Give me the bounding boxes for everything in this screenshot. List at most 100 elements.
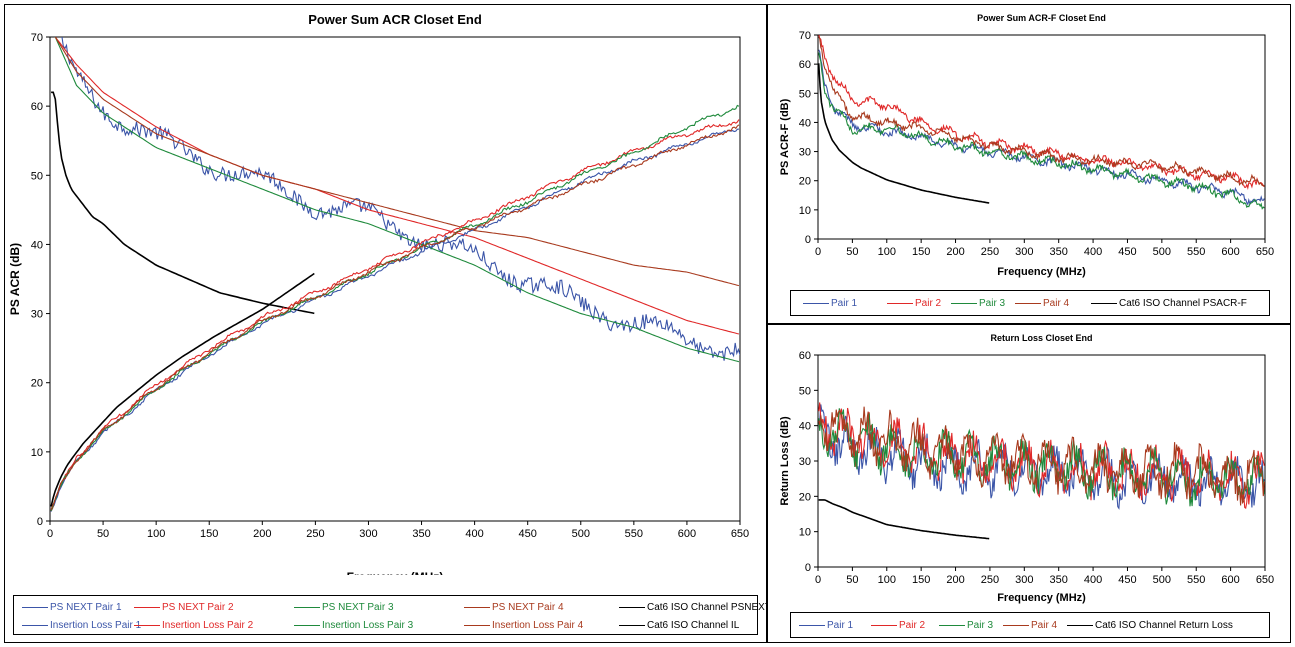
y-tick-label: 30: [799, 456, 811, 468]
x-tick-label: 500: [572, 528, 590, 540]
plot-area: [818, 35, 1265, 239]
legend-item-cat6-iso-channel-psnext: Cat6 ISO Channel PSNEXT: [619, 600, 771, 614]
x-tick-label: 100: [147, 528, 165, 540]
y-tick-label: 0: [805, 562, 811, 574]
legend-item-insertion-loss-pair-3: Insertion Loss Pair 3: [294, 618, 413, 632]
y-tick-label: 0: [37, 516, 43, 528]
x-tick-label: 150: [200, 528, 218, 540]
x-tick-label: 50: [97, 528, 109, 540]
legend-item-pair-4: Pair 4: [1015, 296, 1069, 310]
plot-area: [50, 37, 740, 521]
legend-item-insertion-loss-pair-1: Insertion Loss Pair 1: [22, 618, 141, 632]
x-tick-label: 150: [912, 574, 930, 586]
ps-acr-f-chart-panel: Power Sum ACR-F Closet End 0 50 100 150 200 25…: [767, 4, 1291, 324]
x-tick-label: 650: [1256, 574, 1274, 586]
ps-acr-chart-panel: Power Sum ACR Closet End 0 50 100 150 200 250 3…: [4, 4, 767, 643]
y-tick-label: 30: [799, 147, 811, 159]
legend-label: Pair 1: [827, 620, 853, 631]
y-tick-label: 10: [799, 205, 811, 217]
x-tick-label: 550: [1187, 246, 1205, 258]
series-pair-1: [819, 50, 1265, 205]
legend-swatch: [22, 607, 48, 608]
y-tick-label: 50: [799, 385, 811, 397]
series-cat6-iso-channel-psnext: [51, 92, 314, 313]
legend-item-pair-2: Pair 2: [887, 296, 941, 310]
legend-item-pair-3: Pair 3: [939, 618, 993, 632]
legend-swatch: [1067, 625, 1093, 626]
legend-label: PS NEXT Pair 3: [322, 602, 394, 613]
x-tick-label: 0: [47, 528, 53, 540]
legend-swatch: [1003, 625, 1029, 626]
y-tick-label: 60: [799, 350, 811, 362]
ps-acr-legend: PS NEXT Pair 1 PS NEXT Pair 2 PS NEXT Pair…: [13, 595, 758, 635]
return-loss-legend: Pair 1 Pair 2 Pair 3 Pair 4 Cat6 ISO Channel…: [790, 612, 1270, 638]
x-tick-label: 650: [731, 528, 749, 540]
legend-label: Cat6 ISO Channel PSACR-F: [1119, 298, 1247, 309]
x-tick-label: 50: [846, 574, 858, 586]
series-cat6-iso-channel-il: [51, 274, 314, 507]
x-tick-label: 350: [1050, 574, 1068, 586]
x-tick-label: 400: [1084, 246, 1102, 258]
series-cat6-iso-channel-return-loss: [819, 500, 990, 539]
legend-item-ps-next-pair-2: PS NEXT Pair 2: [134, 600, 234, 614]
x-tick-label: 250: [981, 246, 999, 258]
x-tick-label: 400: [465, 528, 483, 540]
legend-item-ps-next-pair-4: PS NEXT Pair 4: [464, 600, 564, 614]
legend-swatch: [294, 607, 320, 608]
y-tick-label: 20: [799, 176, 811, 188]
y-tick-label: 50: [799, 88, 811, 100]
legend-label: Insertion Loss Pair 2: [162, 620, 253, 631]
x-tick-label: 250: [981, 574, 999, 586]
legend-swatch: [939, 625, 965, 626]
legend-label: Pair 4: [1031, 620, 1057, 631]
legend-label: Cat6 ISO Channel Return Loss: [1095, 620, 1233, 631]
legend-swatch: [803, 303, 829, 304]
legend-item-cat6-iso-channel-il: Cat6 ISO Channel IL: [619, 618, 739, 632]
x-tick-label: 600: [1221, 246, 1239, 258]
legend-swatch: [619, 607, 645, 608]
x-tick-label: 50: [846, 246, 858, 258]
legend-swatch: [951, 303, 977, 304]
x-tick-label: 100: [878, 574, 896, 586]
legend-item-insertion-loss-pair-4: Insertion Loss Pair 4: [464, 618, 583, 632]
x-axis-label: Frequency (MHz): [997, 592, 1086, 604]
legend-swatch: [799, 625, 825, 626]
y-tick-label: 70: [31, 32, 43, 44]
chart-title: Return Loss Closet End: [990, 333, 1092, 343]
y-tick-label: 40: [799, 117, 811, 129]
series-insertion-loss-pair-4: [51, 125, 739, 510]
y-tick-label: 50: [31, 170, 43, 182]
legend-label: Cat6 ISO Channel IL: [647, 620, 739, 631]
legend-item-cat6-iso-channel-psacr-f: Cat6 ISO Channel PSACR-F: [1091, 296, 1247, 310]
series-ps-next-pair-1: [55, 25, 740, 361]
y-tick-label: 0: [805, 234, 811, 246]
x-tick-label: 300: [1015, 574, 1033, 586]
legend-swatch: [134, 625, 160, 626]
legend-item-insertion-loss-pair-2: Insertion Loss Pair 2: [134, 618, 253, 632]
x-tick-label: 200: [946, 246, 964, 258]
x-tick-label: 0: [815, 574, 821, 586]
x-tick-label: 150: [912, 246, 930, 258]
x-tick-label: 300: [1015, 246, 1033, 258]
x-tick-label: 200: [946, 574, 964, 586]
y-axis-label: PS ACR-F (dB): [779, 98, 791, 175]
legend-label: Pair 2: [899, 620, 925, 631]
series-ps-next-pair-3: [55, 37, 739, 362]
y-tick-label: 40: [31, 239, 43, 251]
chart-title: Power Sum ACR Closet End: [308, 12, 482, 27]
chart-title: Power Sum ACR-F Closet End: [977, 13, 1106, 23]
x-tick-label: 450: [519, 528, 537, 540]
legend-label: Insertion Loss Pair 1: [50, 620, 141, 631]
legend-label: Pair 3: [967, 620, 993, 631]
x-tick-label: 450: [1118, 246, 1136, 258]
legend-swatch: [619, 625, 645, 626]
x-tick-label: 650: [1256, 246, 1274, 258]
series-pair-3: [819, 53, 1265, 209]
x-tick-label: 350: [1050, 246, 1068, 258]
x-tick-label: 600: [1221, 574, 1239, 586]
legend-label: Cat6 ISO Channel PSNEXT: [647, 602, 771, 613]
y-tick-label: 40: [799, 421, 811, 433]
y-tick-label: 20: [31, 378, 43, 390]
